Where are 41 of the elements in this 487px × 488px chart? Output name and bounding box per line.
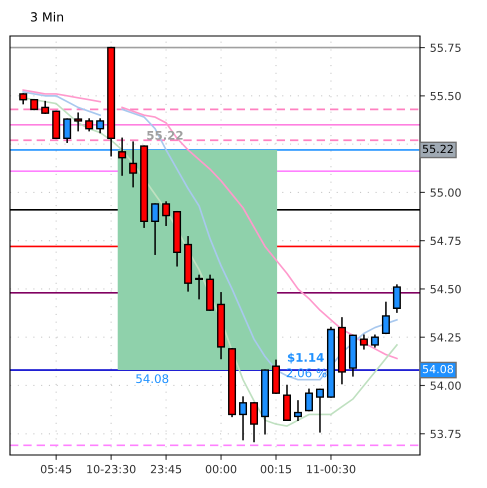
candlestick (370, 334, 379, 348)
ref-line-label: 54.08 (422, 364, 454, 374)
x-tick-label: 11-00:30 (307, 464, 356, 474)
x-tick-label: 05:45 (40, 464, 72, 474)
y-tick-label: 54.00 (430, 381, 461, 390)
candlestick (129, 141, 138, 188)
ref-line-label: 55.22 (422, 144, 453, 154)
candlestick (195, 274, 204, 300)
candlestick (96, 118, 104, 134)
candlestick (151, 203, 160, 255)
y-tick-label: 54.50 (430, 284, 461, 294)
annotation: 2.06 % (286, 368, 327, 378)
candlestick (41, 100, 50, 114)
y-tick-label: 54.75 (430, 236, 461, 246)
candlestick (30, 98, 38, 110)
candlestick (74, 112, 82, 132)
annotation: 54.08 (136, 374, 168, 384)
candlestick (19, 93, 28, 104)
y-tick-label: 55.50 (430, 92, 461, 100)
candlestick (360, 334, 368, 350)
candlestick (316, 388, 324, 433)
candlestick (294, 400, 302, 422)
candlestick (392, 284, 401, 313)
x-tick-label: 23:45 (150, 464, 182, 474)
candlestick (118, 138, 126, 176)
x-tick-label: 00:15 (260, 464, 292, 474)
annotation: $1.14 (288, 352, 324, 364)
chart-title: 3 Min (30, 12, 64, 22)
candlestick (304, 388, 313, 412)
x-tick-label: 10-23:30 (87, 464, 136, 474)
candlestick (382, 302, 390, 334)
y-tick-label: 55.00 (430, 188, 461, 197)
x-tick-label: 00:00 (206, 464, 236, 474)
y-tick-label: 54.25 (430, 333, 461, 342)
candlestick (250, 402, 258, 442)
candlestick (85, 118, 94, 132)
y-tick-label: 55.75 (430, 44, 461, 52)
candlestick (239, 396, 248, 440)
y-tick-label: 53.75 (430, 430, 461, 438)
candlestick (63, 118, 72, 143)
candlestick (162, 201, 170, 226)
